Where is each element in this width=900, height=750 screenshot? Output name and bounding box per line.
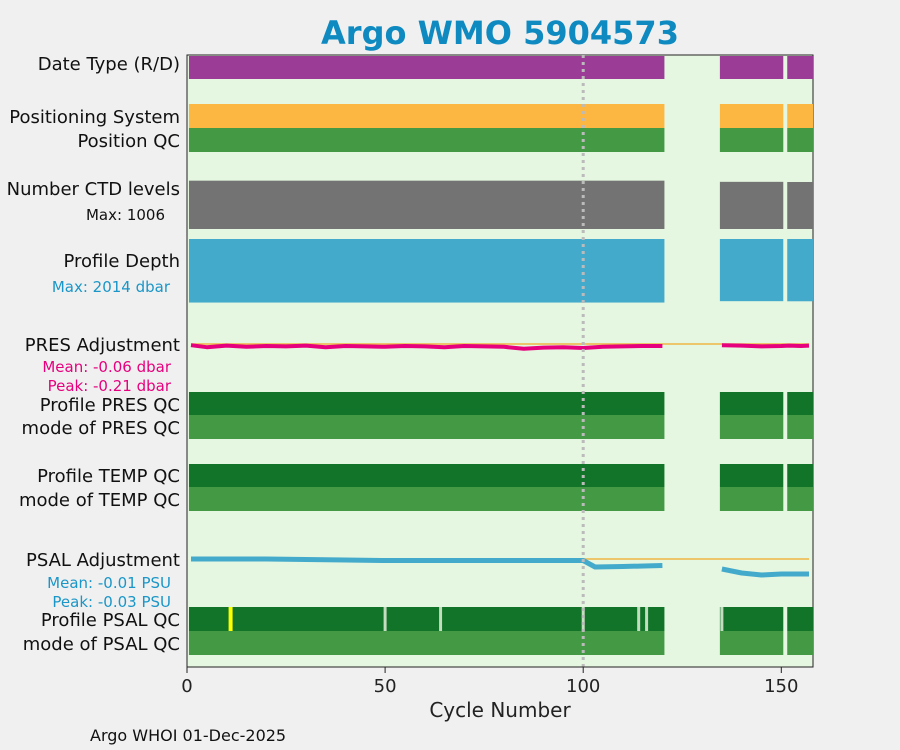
pres-adjustment-line-1 [721, 343, 810, 349]
x-tick-label-100: 100 [566, 676, 600, 697]
profile-depth-bar-2 [787, 239, 813, 302]
mode-psal-qc-bar-1 [719, 631, 784, 655]
ctd-max-annotation: Max: 1006 [86, 206, 165, 224]
plot-area [186, 54, 814, 668]
position-qc-bar-2 [787, 128, 813, 152]
chart-title: Argo WMO 5904573 [321, 14, 679, 52]
psal-qc-light-flag-3 [637, 607, 641, 631]
label-profile-psal-qc: Profile PSAL QC [41, 610, 180, 631]
footer-credit: Argo WHOI 01-Dec-2025 [90, 726, 286, 745]
date-type-bar-1 [719, 56, 784, 79]
positioning-system-bar-2 [787, 104, 813, 128]
profile-depth-bar-0 [188, 239, 665, 303]
label-pres-adjustment: PRES Adjustment [25, 335, 180, 356]
profile-temp-qc-bar-1 [719, 464, 784, 487]
label-date-type: Date Type (R/D) [38, 54, 180, 75]
mode-temp-qc-bar-0 [188, 487, 665, 511]
psal-qc-yellow-flag-0 [228, 607, 233, 631]
x-tick-label-0: 0 [181, 676, 192, 697]
profile-psal-qc-bar-2 [787, 607, 813, 631]
depth-max-annotation: Max: 2014 dbar [52, 278, 171, 296]
position-qc-bar-1 [719, 128, 784, 152]
ctd-levels-bar-0 [188, 180, 665, 229]
label-position-qc: Position QC [77, 131, 180, 152]
mode-pres-qc-bar-0 [188, 415, 665, 439]
pres-mean-annotation: Mean: -0.06 dbar [42, 358, 172, 376]
x-tick-label-150: 150 [764, 676, 798, 697]
profile-pres-qc-bar-2 [787, 392, 813, 415]
psal-qc-light-flag-4 [645, 607, 649, 631]
label-mode-psal-qc: mode of PSAL QC [23, 634, 180, 655]
mode-temp-qc-bar-1 [719, 487, 784, 511]
profile-temp-qc-bar-0 [188, 464, 665, 487]
x-axis-label: Cycle Number [429, 698, 571, 722]
label-ctd-levels: Number CTD levels [7, 179, 180, 200]
mode-psal-qc-bar-0 [188, 631, 665, 655]
ctd-levels-bar-1 [719, 181, 784, 229]
label-mode-pres-qc: mode of PRES QC [22, 418, 180, 439]
status-bars [188, 56, 813, 655]
profile-pres-qc-bar-1 [719, 392, 784, 415]
psal-adjustment-line-0 [191, 556, 663, 570]
label-mode-temp-qc: mode of TEMP QC [19, 490, 180, 511]
pres-adjustment-line-0 [190, 343, 663, 351]
mode-pres-qc-bar-2 [787, 415, 813, 439]
positioning-system-bar-0 [188, 104, 665, 128]
x-tick-label-50: 50 [374, 676, 397, 697]
row-annotations: Max: 1006 Max: 2014 dbar Mean: -0.06 dba… [42, 206, 172, 611]
label-profile-depth: Profile Depth [63, 251, 180, 272]
x-axis: 0 50 100 150 [181, 666, 813, 697]
profile-depth-bar-1 [719, 239, 784, 302]
position-qc-bar-0 [188, 128, 665, 152]
psal-qc-light-flag-2 [581, 607, 585, 631]
psal-qc-light-flag-5 [720, 607, 724, 631]
psal-qc-light-flag-1 [439, 607, 443, 631]
psal-adjustment-line-1 [721, 566, 809, 578]
mode-temp-qc-bar-2 [787, 487, 813, 511]
row-labels: Date Type (R/D) Positioning System Posit… [7, 54, 180, 655]
profile-pres-qc-bar-0 [188, 392, 665, 415]
ctd-levels-bar-2 [787, 181, 813, 229]
label-positioning-system: Positioning System [9, 107, 180, 128]
date-type-bar-0 [188, 56, 665, 79]
profile-psal-qc-bar-0 [188, 607, 665, 631]
label-profile-temp-qc: Profile TEMP QC [37, 466, 180, 487]
date-type-bar-2 [787, 56, 813, 79]
psal-qc-light-flag-0 [383, 607, 387, 631]
profile-temp-qc-bar-2 [787, 464, 813, 487]
mode-pres-qc-bar-1 [719, 415, 784, 439]
profile-psal-qc-bar-1 [719, 607, 784, 631]
mode-psal-qc-bar-2 [787, 631, 813, 655]
label-psal-adjustment: PSAL Adjustment [26, 550, 180, 571]
pres-peak-annotation: Peak: -0.21 dbar [48, 377, 172, 395]
positioning-system-bar-1 [719, 104, 784, 128]
psal-peak-annotation: Peak: -0.03 PSU [52, 593, 171, 611]
label-profile-pres-qc: Profile PRES QC [40, 395, 180, 416]
psal-mean-annotation: Mean: -0.01 PSU [47, 574, 171, 592]
adjustment-series [190, 343, 810, 578]
